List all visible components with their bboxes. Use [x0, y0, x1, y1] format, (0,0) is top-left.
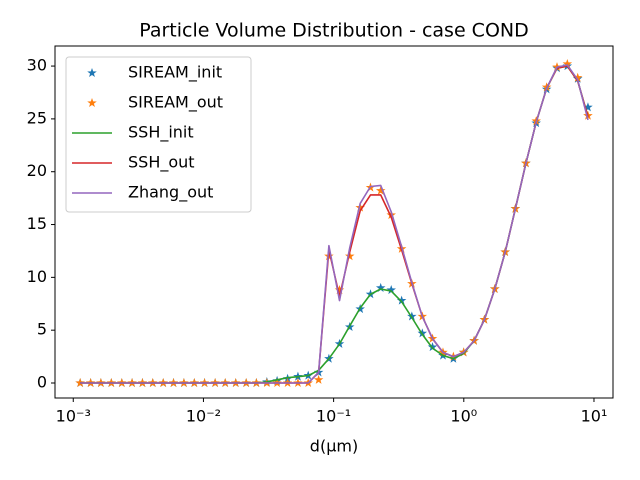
star-marker [572, 72, 583, 82]
legend-label: SSH_init [128, 123, 194, 143]
y-tick-label: 5 [37, 320, 47, 339]
star-marker [386, 285, 396, 295]
legend-marker [87, 68, 97, 78]
x-tick-label: 10⁻³ [56, 407, 91, 426]
star-marker [396, 295, 407, 305]
legend: SIREAM_init SIREAM_out SSH_init SSH_out Zhan… [65, 56, 252, 213]
legend-marker [87, 98, 97, 108]
y-tick-label: 25 [27, 108, 47, 127]
star-marker [355, 202, 365, 212]
star-marker [313, 374, 324, 384]
series-line [80, 64, 589, 384]
y-tick-label: 30 [27, 56, 47, 75]
star-marker [427, 342, 438, 352]
y-tick-label: 15 [27, 214, 47, 233]
star-marker [344, 251, 355, 261]
legend-box [65, 56, 252, 213]
legend-label: SSH_out [128, 153, 195, 173]
star-marker [334, 285, 345, 295]
star-marker [75, 378, 85, 388]
legend-label: Zhang_out [128, 183, 213, 203]
y-tick-label: 0 [37, 372, 47, 391]
star-marker [583, 102, 593, 112]
star-marker [375, 282, 386, 292]
legend-label: SIREAM_init [128, 63, 222, 83]
x-tick-label: 10⁰ [450, 407, 477, 426]
legend-label: SIREAM_out [128, 93, 223, 113]
x-axis-label: d(μm) [310, 437, 358, 456]
x-tick-label: 10¹ [581, 407, 608, 426]
chart-title: Particle Volume Distribution - case COND [139, 20, 529, 42]
star-marker [562, 58, 573, 68]
y-tick-label: 10 [27, 267, 47, 286]
star-marker [407, 311, 417, 321]
y-tick-label: 20 [27, 161, 47, 180]
x-tick-label: 10⁻¹ [316, 407, 351, 426]
star-marker [375, 185, 386, 195]
x-tick-label: 10⁻² [186, 407, 221, 426]
plot-frame [54, 45, 614, 399]
star-marker [417, 328, 428, 338]
